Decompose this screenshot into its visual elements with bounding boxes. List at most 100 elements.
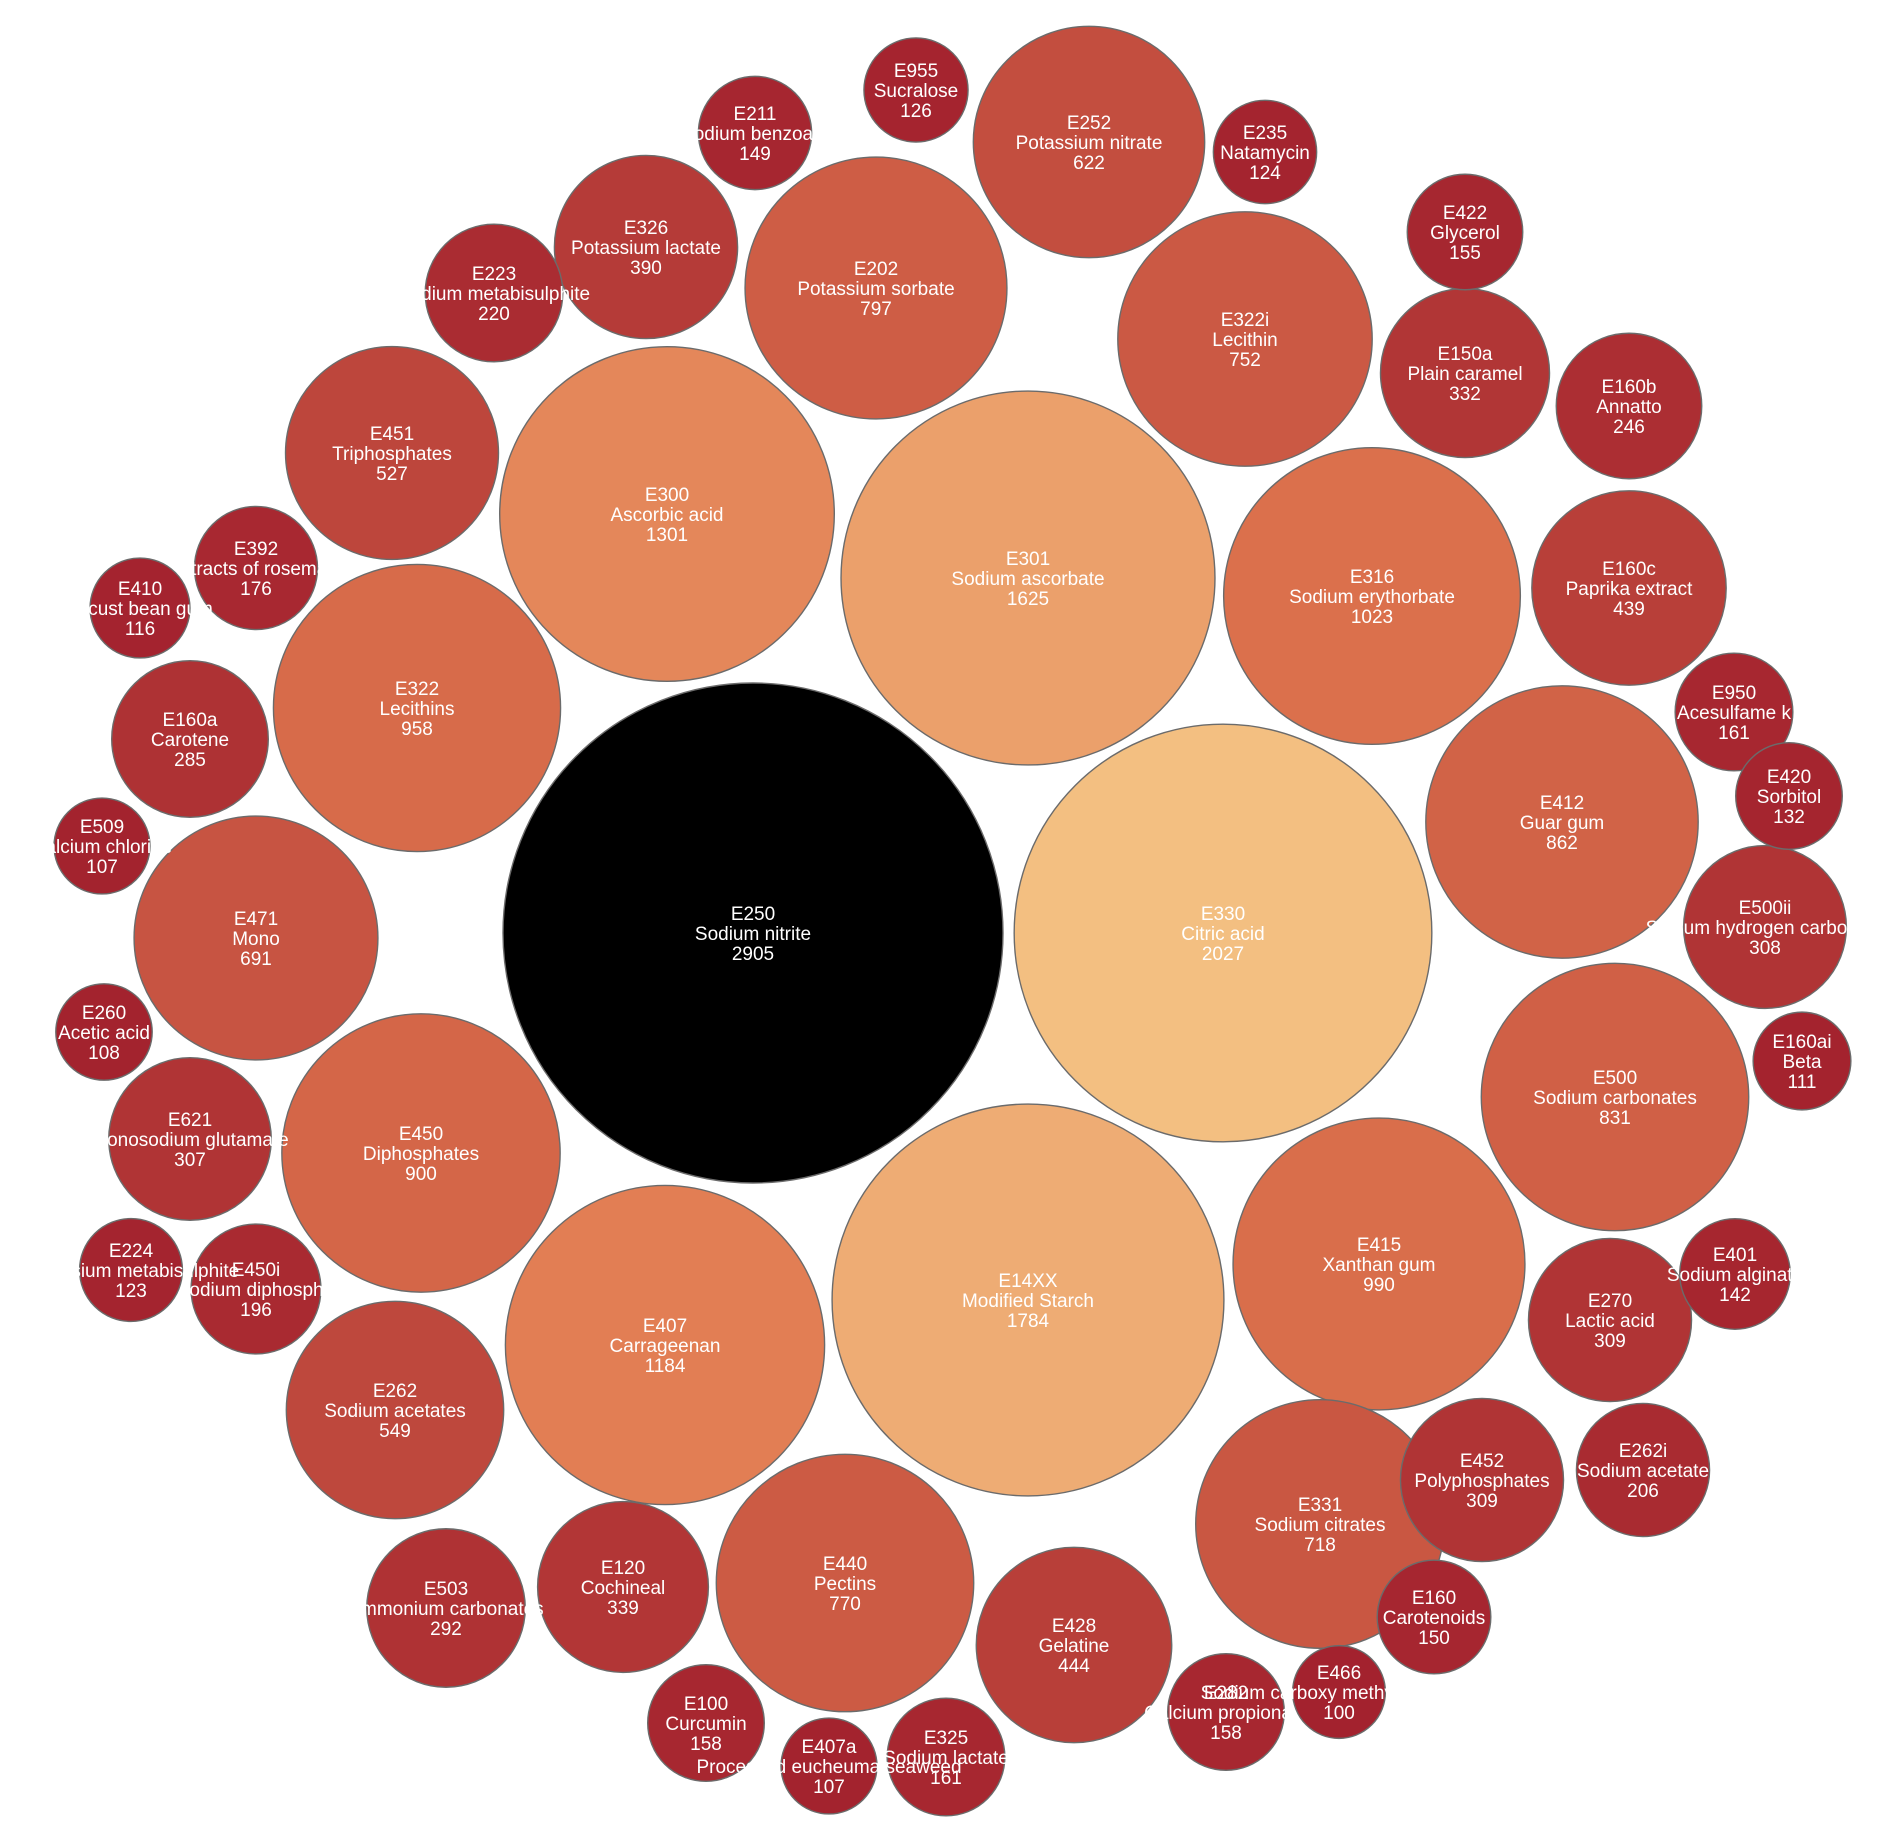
bubble-circle[interactable] [863,37,969,143]
bubble-circle[interactable] [1406,173,1524,291]
bubble-circle[interactable] [133,815,379,1061]
bubble-circle[interactable] [1232,1117,1526,1411]
bubble-circle[interactable] [1212,99,1318,205]
bubble-circle[interactable] [1291,1644,1387,1740]
bubble-circle[interactable] [697,75,813,191]
bubble-circle[interactable] [190,1223,322,1355]
bubble-circle[interactable] [498,345,836,683]
bubble-circle[interactable] [284,345,500,561]
bubble-circle[interactable] [89,557,191,659]
bubble-circle[interactable] [780,1717,878,1815]
bubble-circle[interactable] [831,1103,1225,1497]
bubble-circle[interactable] [1376,1559,1492,1675]
bubble-circle[interactable] [366,1528,526,1688]
bubble-circle[interactable] [1013,723,1433,1143]
bubble-circle[interactable] [1166,1652,1286,1772]
bubble-circle[interactable] [1575,1402,1711,1538]
bubble-circle[interactable] [1480,962,1750,1232]
bubble-circle[interactable] [1527,1237,1693,1403]
bubble-circle[interactable] [108,1057,272,1221]
bubble-circle[interactable] [972,25,1206,259]
bubble-circle[interactable] [1117,211,1373,467]
bubble-circle[interactable] [1674,652,1794,772]
bubble-circle[interactable] [1682,844,1848,1010]
bubble-circle[interactable] [536,1500,710,1674]
bubble-circle[interactable] [285,1300,505,1520]
bubble-circle[interactable] [78,1217,184,1323]
bubble-circle[interactable] [272,563,562,853]
bubble-circle[interactable] [1555,332,1703,480]
bubble-circle[interactable] [1531,490,1727,686]
bubble-circle[interactable] [744,156,1008,420]
bubble-circle[interactable] [424,223,564,363]
bubble-circle[interactable] [1679,1218,1791,1330]
bubble-circle[interactable] [55,983,153,1081]
bubble-circle[interactable] [1735,742,1843,850]
bubble-circle[interactable] [975,1546,1173,1744]
bubble-circle[interactable] [504,1184,826,1506]
bubble-circle[interactable] [715,1453,975,1713]
bubble-circle[interactable] [1222,446,1522,746]
bubble-circle[interactable] [886,1697,1006,1817]
bubble-circle[interactable] [502,682,1004,1184]
bubble-circle[interactable] [1399,1397,1565,1563]
bubble-circle[interactable] [553,154,739,340]
bubble-circle[interactable] [646,1663,766,1783]
bubble-circle[interactable] [281,1013,561,1293]
bubble-circle[interactable] [840,390,1216,766]
bubble-circle[interactable] [53,797,151,895]
bubble-circle[interactable] [1425,685,1699,959]
bubble-circle[interactable] [193,505,319,631]
bubble-circle[interactable] [110,659,270,819]
